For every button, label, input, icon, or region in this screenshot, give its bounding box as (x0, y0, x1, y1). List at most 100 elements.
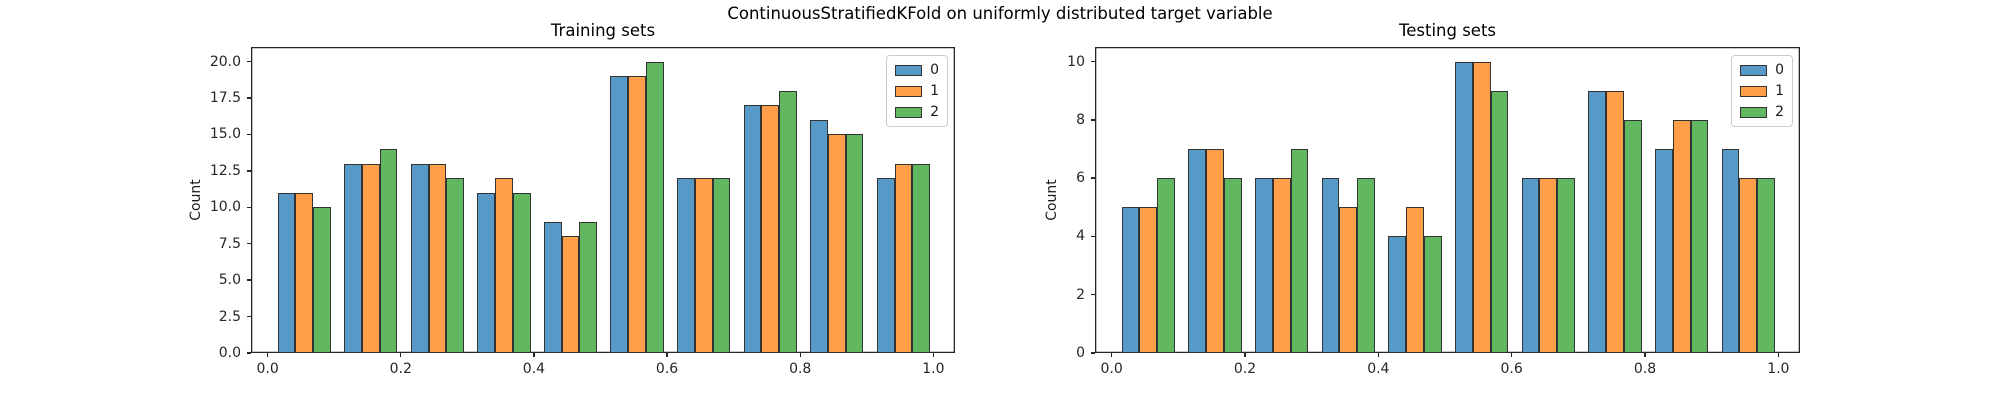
bar (1521, 178, 1540, 353)
bar (512, 192, 531, 353)
bar (1557, 178, 1575, 353)
x-tick-label: 0.8 (1633, 361, 1657, 377)
legend-swatch (1740, 106, 1768, 118)
figure-suptitle: ContinuousStratifiedKFold on uniformly d… (727, 4, 1273, 23)
legend-item-label: 0 (1775, 62, 1784, 78)
bar (495, 178, 513, 353)
bar (295, 192, 314, 353)
y-tick-mark (247, 97, 251, 99)
y-tick-label: 10 (1067, 53, 1085, 70)
bar (1206, 149, 1224, 353)
bar (1539, 178, 1558, 353)
bar (827, 134, 846, 353)
y-tick-mark (247, 133, 251, 136)
y-tick-mark (1091, 235, 1095, 238)
y-tick-mark (247, 170, 251, 172)
bar (1490, 90, 1509, 353)
y-tick-label: 0.0 (218, 345, 241, 361)
bar (477, 192, 496, 353)
legend: 0 1 2 (886, 55, 948, 127)
legend-swatch (895, 85, 923, 97)
x-tick-mark (799, 353, 801, 357)
bar (1255, 178, 1273, 353)
legend-item: 2 (1740, 104, 1784, 120)
bar (912, 163, 931, 353)
x-tick-label: 1.0 (1767, 361, 1790, 377)
y-tick-mark (1091, 177, 1095, 179)
legend-swatch (1740, 64, 1768, 76)
plot-area (251, 47, 955, 353)
y-tick-mark (247, 206, 251, 208)
x-tick-label: 0.4 (1367, 361, 1390, 377)
x-tick-mark (400, 353, 402, 357)
bar (579, 221, 598, 353)
bar (779, 90, 797, 353)
y-tick-label: 10.0 (209, 199, 241, 216)
bar (1157, 178, 1175, 353)
x-tick-label: 0.2 (389, 361, 412, 377)
bar (1357, 178, 1375, 353)
x-tick-label: 0.8 (789, 361, 812, 377)
x-tick-mark (1511, 353, 1513, 357)
x-tick-label: 0.0 (1100, 361, 1123, 377)
y-tick-mark (247, 243, 251, 245)
x-tick-mark (1777, 353, 1779, 357)
bar (446, 178, 465, 353)
y-tick-mark (247, 352, 251, 354)
bar (876, 178, 895, 353)
legend: 0 1 2 (1731, 55, 1793, 127)
bar (1455, 61, 1473, 353)
legend-item-label: 2 (930, 104, 939, 120)
bar (1757, 178, 1775, 353)
bar (410, 163, 429, 353)
bar (845, 134, 864, 353)
bar (561, 236, 580, 353)
y-tick-mark (247, 315, 251, 318)
legend-item-label: 1 (1775, 83, 1784, 99)
bar (1388, 236, 1407, 353)
bar (628, 76, 646, 353)
y-tick-label: 12.5 (209, 162, 241, 179)
bar (1472, 61, 1491, 353)
bar (694, 178, 713, 353)
bar (677, 178, 695, 353)
y-tick-label: 7.5 (218, 235, 241, 252)
x-tick-mark (666, 353, 668, 357)
bar (1588, 90, 1607, 353)
bar (761, 105, 780, 353)
bar (610, 76, 629, 353)
x-tick-label: 0.6 (1500, 361, 1523, 377)
y-tick-label: 6 (1076, 170, 1085, 187)
x-tick-label: 0.6 (655, 361, 679, 377)
bar (894, 163, 913, 353)
x-tick-mark (533, 353, 535, 357)
bar (1290, 149, 1309, 353)
y-tick-label: 5.0 (218, 272, 241, 289)
bar (1623, 119, 1642, 353)
y-tick-mark (1091, 60, 1095, 63)
y-tick-label: 8 (1076, 111, 1085, 128)
x-tick-label: 0.4 (522, 361, 546, 377)
bar (712, 178, 731, 353)
bar (1406, 207, 1424, 353)
bar (1739, 178, 1758, 353)
y-tick-label: 4 (1076, 228, 1085, 245)
y-tick-label: 0 (1076, 345, 1085, 361)
plot-area (1095, 47, 1800, 353)
bar (743, 105, 762, 353)
bar (344, 163, 362, 353)
bar (379, 149, 398, 353)
y-tick-label: 15.0 (209, 126, 241, 143)
bar (277, 192, 296, 353)
bar (428, 163, 447, 353)
chart-title: Training sets (550, 21, 656, 40)
legend-item-label: 2 (1775, 104, 1784, 120)
bar (1672, 119, 1691, 353)
bar (1339, 207, 1358, 353)
x-tick-mark (1644, 353, 1646, 357)
bar (543, 221, 562, 353)
y-tick-mark (1091, 352, 1095, 354)
